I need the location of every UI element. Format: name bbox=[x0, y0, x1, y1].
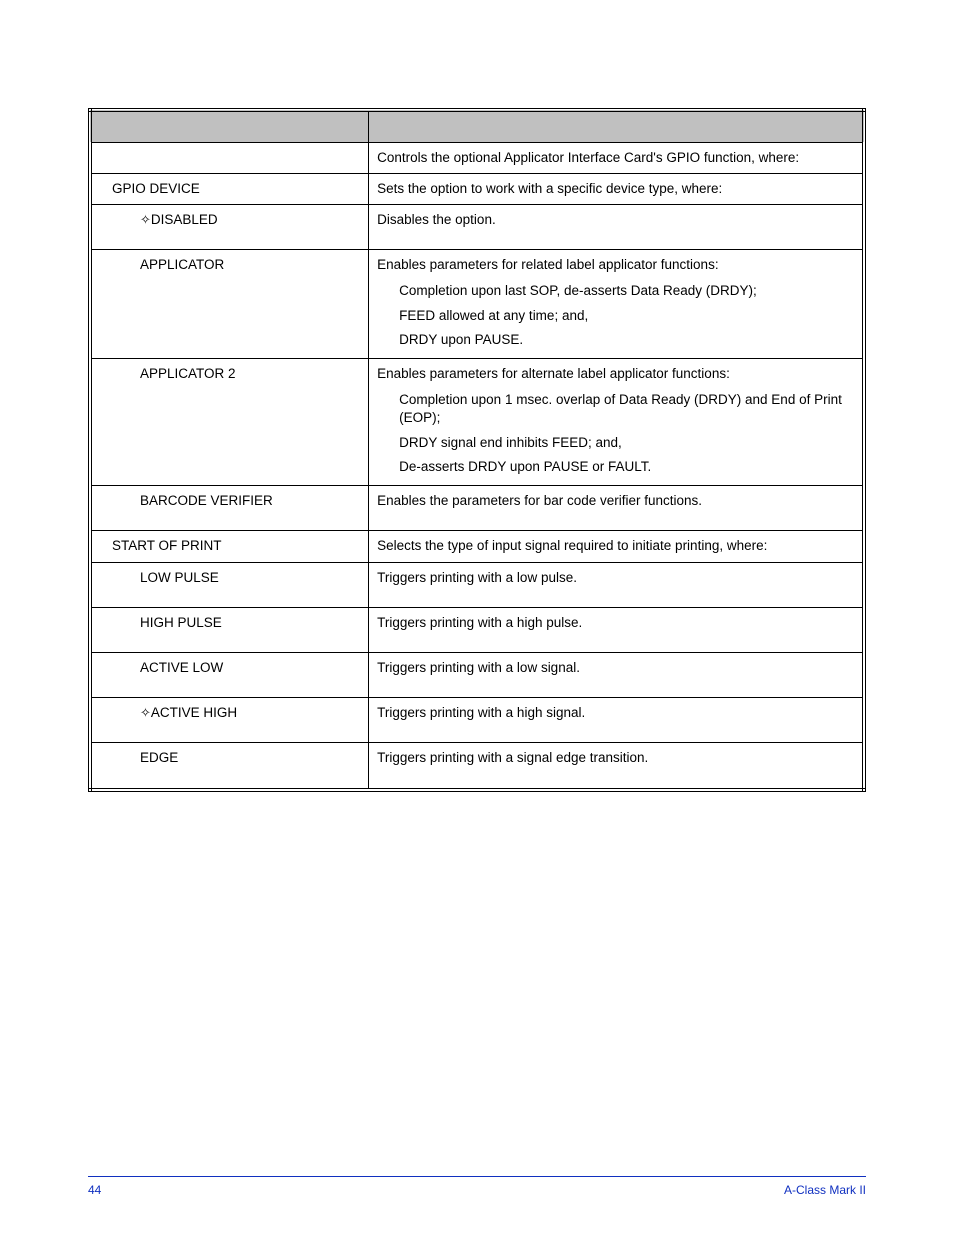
table-row: BARCODE VERIFIER Enables the parameters f… bbox=[90, 486, 864, 531]
intro-label-cell bbox=[90, 142, 369, 173]
option-label-cell: ACTIVE LOW bbox=[90, 653, 369, 698]
table-row: EDGE Triggers printing with a signal edge… bbox=[90, 743, 864, 790]
header-cell-right bbox=[369, 110, 864, 142]
table-row: LOW PULSE Triggers printing with a low pu… bbox=[90, 562, 864, 607]
option-sub-desc: Completion upon last SOP, de-asserts Dat… bbox=[377, 274, 854, 303]
option-label-cell: APPLICATOR bbox=[90, 250, 369, 359]
option-label-cell: ✧DISABLED bbox=[90, 204, 369, 249]
option-label-cell: GPIO DEVICE bbox=[90, 173, 369, 204]
option-desc: Disables the option. bbox=[377, 211, 854, 229]
option-label: HIGH PULSE bbox=[140, 615, 222, 630]
option-label: APPLICATOR 2 bbox=[140, 366, 236, 381]
option-desc-cell: Enables the parameters for bar code veri… bbox=[369, 486, 864, 531]
option-sub-desc: DRDY upon PAUSE. bbox=[377, 328, 854, 352]
option-desc-cell: Disables the option. bbox=[369, 204, 864, 249]
page-footer: 44 A-Class Mark II bbox=[88, 1176, 866, 1197]
option-label: DISABLED bbox=[151, 212, 218, 227]
option-label-cell: BARCODE VERIFIER bbox=[90, 486, 369, 531]
option-sub-desc: DRDY signal end inhibits FEED; and, bbox=[377, 431, 854, 455]
option-desc: Enables parameters for alternate label a… bbox=[377, 365, 854, 383]
doc-title: A-Class Mark II bbox=[784, 1183, 866, 1197]
option-desc: Triggers printing with a high pulse. bbox=[377, 614, 854, 632]
default-marker-icon: ✧ bbox=[140, 705, 151, 720]
option-label: GPIO DEVICE bbox=[112, 181, 200, 196]
option-desc: Sets the option to work with a specific … bbox=[377, 180, 854, 198]
default-marker-icon: ✧ bbox=[140, 212, 151, 227]
option-desc-cell: Triggers printing with a high pulse. bbox=[369, 607, 864, 652]
option-desc-cell: Enables parameters for related label app… bbox=[369, 250, 864, 359]
table-row: APPLICATOR 2 Enables parameters for alter… bbox=[90, 359, 864, 486]
option-sub-desc: De-asserts DRDY upon PAUSE or FAULT. bbox=[377, 455, 854, 479]
option-label-cell: APPLICATOR 2 bbox=[90, 359, 369, 486]
option-desc-cell: Sets the option to work with a specific … bbox=[369, 173, 864, 204]
page-number: 44 bbox=[88, 1183, 101, 1197]
option-label-cell: ✧ACTIVE HIGH bbox=[90, 698, 369, 743]
option-label-cell: HIGH PULSE bbox=[90, 607, 369, 652]
table-row: GPIO DEVICE Sets the option to work with … bbox=[90, 173, 864, 204]
option-label-cell: START OF PRINT bbox=[90, 531, 369, 562]
footer-rule bbox=[88, 1176, 866, 1177]
option-desc: Selects the type of input signal require… bbox=[377, 537, 854, 555]
option-label: START OF PRINT bbox=[112, 538, 222, 553]
option-label-cell: LOW PULSE bbox=[90, 562, 369, 607]
option-desc-cell: Enables parameters for alternate label a… bbox=[369, 359, 864, 486]
table-row: ✧ACTIVE HIGH Triggers printing with a hig… bbox=[90, 698, 864, 743]
option-desc-cell: Triggers printing with a low signal. bbox=[369, 653, 864, 698]
option-desc: Triggers printing with a signal edge tra… bbox=[377, 749, 854, 767]
table-row: APPLICATOR Enables parameters for related… bbox=[90, 250, 864, 359]
table-row: HIGH PULSE Triggers printing with a high … bbox=[90, 607, 864, 652]
option-label-cell: EDGE bbox=[90, 743, 369, 790]
header-cell-left bbox=[90, 110, 369, 142]
option-label: EDGE bbox=[140, 750, 178, 765]
option-desc-cell: Selects the type of input signal require… bbox=[369, 531, 864, 562]
table-row: START OF PRINT Selects the type of input … bbox=[90, 531, 864, 562]
option-label: ACTIVE HIGH bbox=[151, 705, 237, 720]
option-desc-cell: Triggers printing with a signal edge tra… bbox=[369, 743, 864, 790]
intro-desc-cell: Controls the optional Applicator Interfa… bbox=[369, 142, 864, 173]
option-label: ACTIVE LOW bbox=[140, 660, 223, 675]
option-label: APPLICATOR bbox=[140, 257, 224, 272]
option-desc: Triggers printing with a high signal. bbox=[377, 704, 854, 722]
table-header-row bbox=[90, 110, 864, 142]
option-label: BARCODE VERIFIER bbox=[140, 493, 273, 508]
option-desc: Enables parameters for related label app… bbox=[377, 256, 854, 274]
options-table: Controls the optional Applicator Interfa… bbox=[88, 108, 866, 792]
option-desc: Triggers printing with a low signal. bbox=[377, 659, 854, 677]
option-sub-desc: Completion upon 1 msec. overlap of Data … bbox=[377, 383, 854, 430]
table-row: ✧DISABLED Disables the option. bbox=[90, 204, 864, 249]
option-desc: Triggers printing with a low pulse. bbox=[377, 569, 854, 587]
option-desc: Enables the parameters for bar code veri… bbox=[377, 492, 854, 510]
document-page: Controls the optional Applicator Interfa… bbox=[0, 0, 954, 1235]
option-desc-cell: Triggers printing with a low pulse. bbox=[369, 562, 864, 607]
option-desc-cell: Triggers printing with a high signal. bbox=[369, 698, 864, 743]
option-sub-desc: FEED allowed at any time; and, bbox=[377, 304, 854, 328]
table-row: ACTIVE LOW Triggers printing with a low s… bbox=[90, 653, 864, 698]
intro-row: Controls the optional Applicator Interfa… bbox=[90, 142, 864, 173]
option-label: LOW PULSE bbox=[140, 570, 219, 585]
